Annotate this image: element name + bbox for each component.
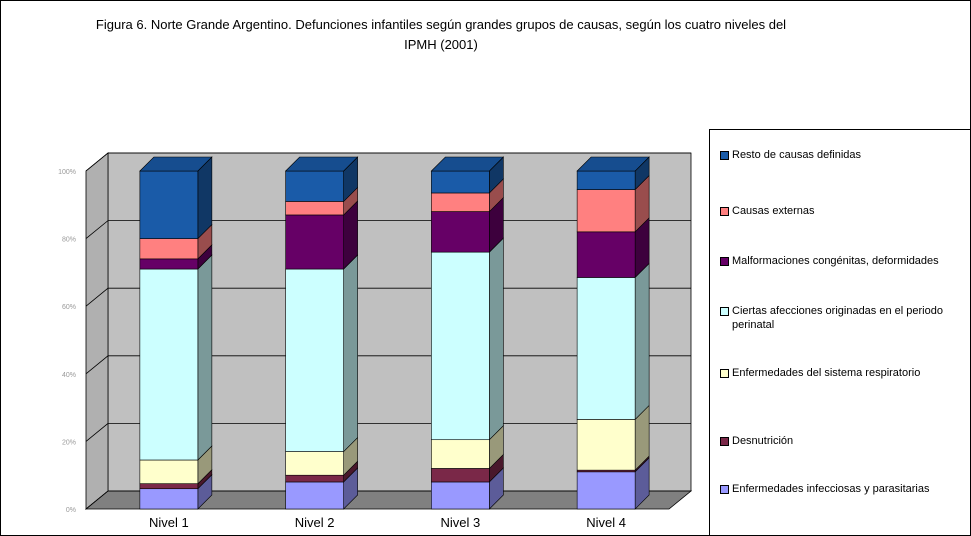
bar <box>576 170 636 190</box>
legend-label: Enfermedades del sistema respiratorio <box>732 367 921 379</box>
legend-label: Ciertas afecciones originadas en el peri… <box>732 305 943 331</box>
bar <box>576 189 636 233</box>
legend-swatch <box>720 151 729 160</box>
legend-label: Desnutrición <box>732 435 794 447</box>
legend-swatch <box>720 207 729 216</box>
bar-top <box>576 156 650 172</box>
legend-label: Resto de causas definidas <box>732 149 862 161</box>
bar <box>139 459 199 484</box>
y-tick-label: 80% <box>62 237 76 244</box>
bar-top <box>139 156 213 172</box>
legend-swatch <box>720 369 729 378</box>
bar-side <box>634 262 650 421</box>
bar <box>285 214 344 270</box>
x-tick-label: Nivel 1 <box>149 515 189 530</box>
bar <box>431 468 490 483</box>
bar-top <box>284 156 359 172</box>
bar <box>139 483 199 490</box>
bar <box>576 471 636 510</box>
bar-side <box>197 254 213 461</box>
x-tick-label: Nivel 4 <box>586 515 626 530</box>
bar <box>139 488 199 510</box>
x-tick-label: Nivel 3 <box>441 515 481 530</box>
bar <box>431 481 490 510</box>
bar <box>431 211 490 253</box>
bar <box>576 277 636 420</box>
bar <box>285 481 344 510</box>
legend: Resto de causas definidas Causas externas… <box>709 129 970 535</box>
legend-item: Enfermedades infecciosas y parasitarias <box>720 482 970 496</box>
bar <box>431 170 490 194</box>
bar <box>431 251 490 441</box>
bar <box>285 268 344 452</box>
legend-swatch <box>720 437 729 446</box>
bar <box>576 419 636 471</box>
legend-item: Causas externas <box>720 204 970 218</box>
bar <box>431 439 490 469</box>
y-tick-label: 0% <box>66 507 76 514</box>
bar <box>139 258 199 270</box>
bar-top <box>430 156 505 172</box>
legend-label: Malformaciones congénitas, deformidades <box>732 255 939 267</box>
bar <box>285 451 344 476</box>
legend-label: Enfermedades infecciosas y parasitarias <box>732 483 930 495</box>
bar <box>139 238 199 260</box>
legend-item: Ciertas afecciones originadas en el peri… <box>720 304 970 332</box>
bar <box>576 231 636 278</box>
legend-swatch <box>720 257 729 266</box>
chart: 0% 20% 40% 60% 80% 100% Nivel 1 Nivel 2 Nivel 3 N… <box>58 152 693 530</box>
bar <box>139 170 199 239</box>
y-tick-label: 60% <box>62 304 76 311</box>
legend-label: Causas externas <box>732 205 815 217</box>
y-tick-label: 40% <box>62 372 76 379</box>
legend-swatch <box>720 485 729 494</box>
bar <box>431 192 490 212</box>
legend-item: Enfermedades del sistema respiratorio <box>720 366 970 380</box>
bar <box>285 474 344 483</box>
bar <box>139 268 199 461</box>
legend-item: Malformaciones congénitas, deformidades <box>720 254 970 268</box>
legend-item: Desnutrición <box>720 434 970 448</box>
side-wall <box>85 152 109 510</box>
y-tick-label: 100% <box>58 169 76 176</box>
bar <box>285 170 344 202</box>
legend-swatch <box>720 307 729 316</box>
legend-item: Resto de causas definidas <box>720 148 970 162</box>
chart-title: Figura 6. Norte Grande Argentino. Defunc… <box>95 17 787 52</box>
grid-line <box>85 152 691 172</box>
bar <box>285 201 344 216</box>
bar-side <box>489 237 504 441</box>
y-tick-label: 20% <box>62 439 76 446</box>
bar-side <box>343 254 358 453</box>
x-tick-label: Nivel 2 <box>295 515 335 530</box>
